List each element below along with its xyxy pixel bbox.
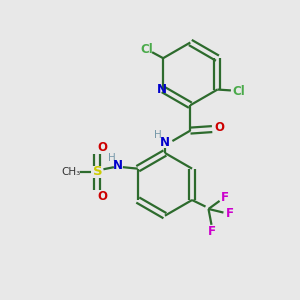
Text: Cl: Cl (232, 85, 245, 98)
Text: F: F (226, 207, 234, 220)
Text: H: H (108, 153, 116, 163)
Text: F: F (208, 226, 215, 238)
Text: Cl: Cl (140, 43, 153, 56)
Text: N: N (160, 136, 170, 149)
Text: CH₃: CH₃ (62, 167, 81, 177)
Text: F: F (221, 190, 229, 203)
Text: O: O (214, 121, 224, 134)
Text: H: H (154, 130, 162, 140)
Text: O: O (97, 190, 107, 202)
Text: N: N (157, 83, 167, 96)
Text: O: O (97, 141, 107, 154)
Text: S: S (93, 165, 102, 178)
Text: N: N (112, 159, 122, 172)
